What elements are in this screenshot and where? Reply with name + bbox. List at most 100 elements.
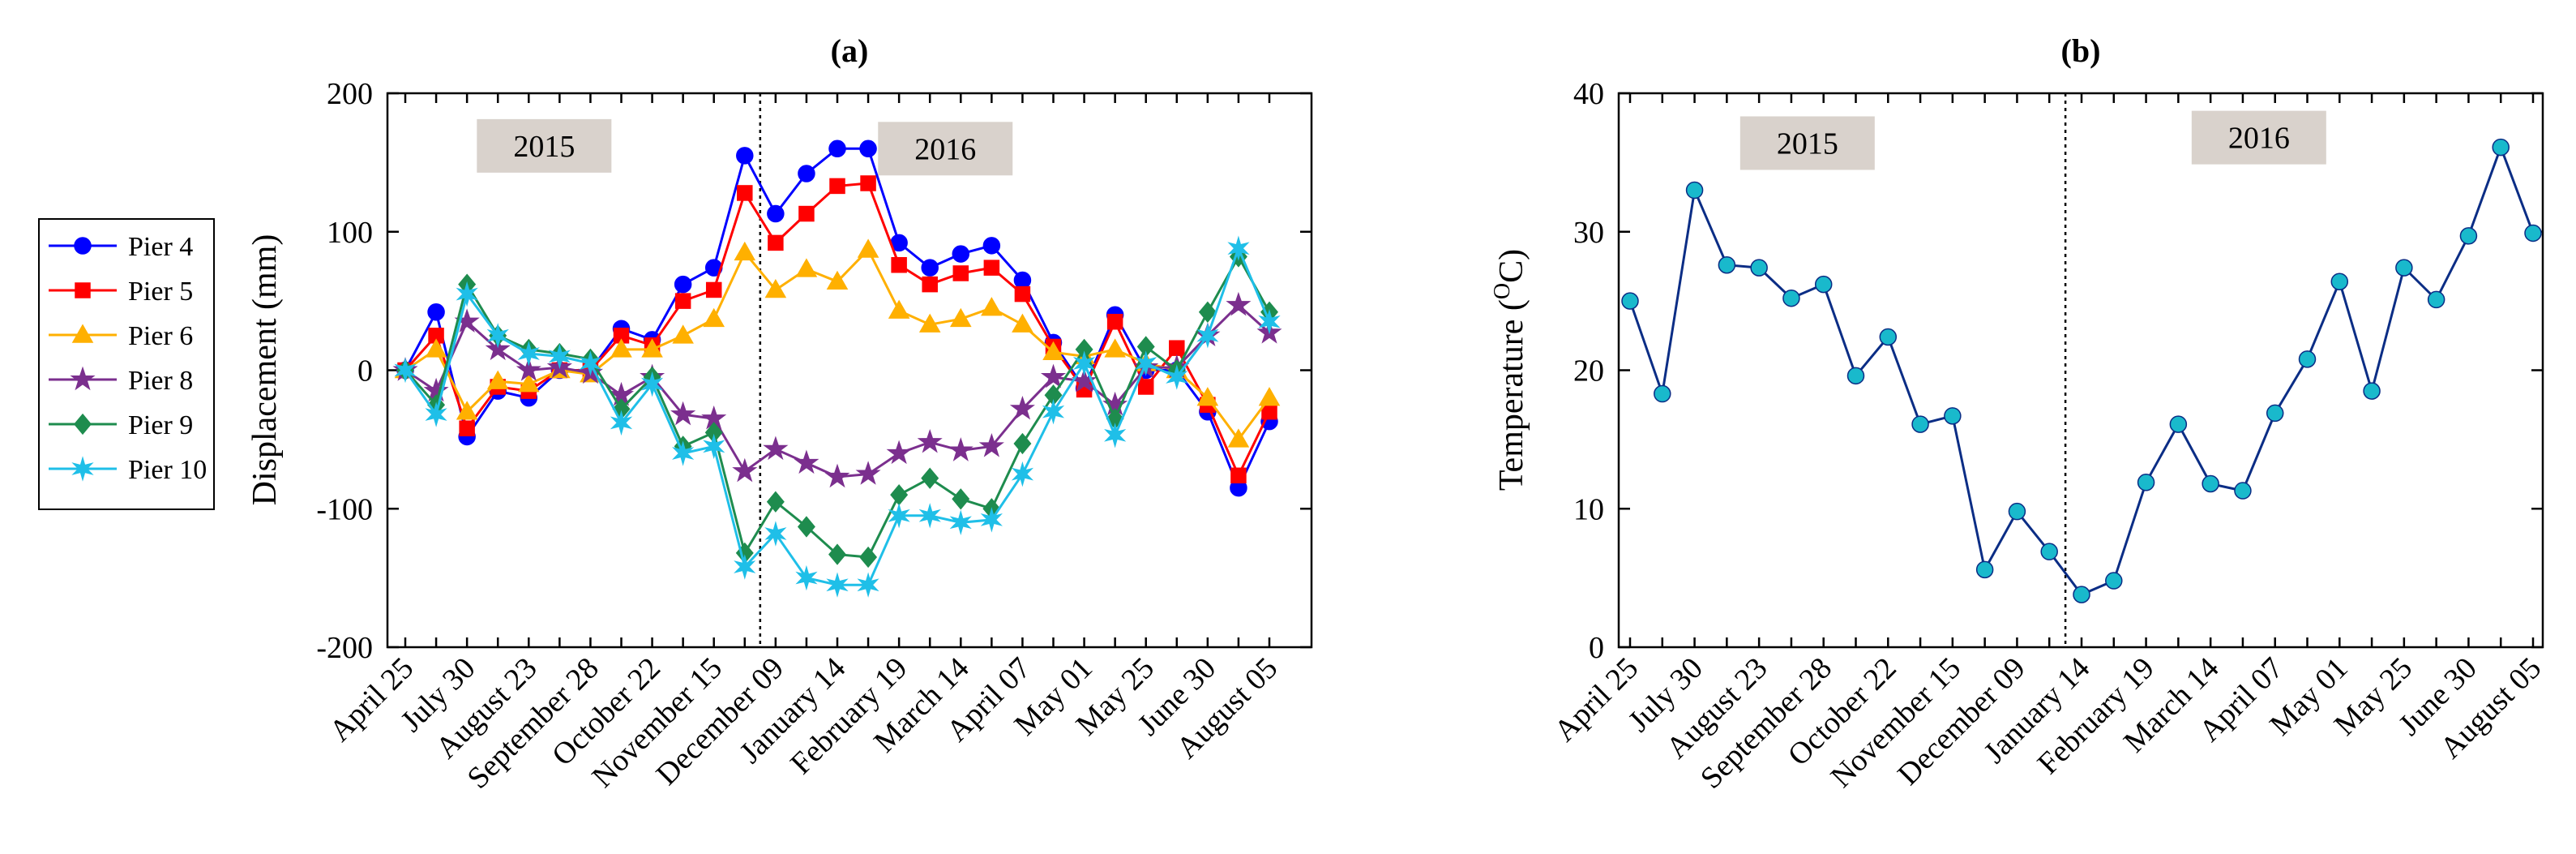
data-point bbox=[2363, 382, 2381, 400]
data-point bbox=[703, 307, 725, 328]
y-tick-label-b: 0 bbox=[1589, 631, 1604, 665]
data-point bbox=[918, 313, 941, 333]
data-point bbox=[1226, 291, 1252, 316]
data-point bbox=[949, 307, 972, 328]
data-point bbox=[640, 371, 664, 397]
data-point bbox=[983, 260, 1000, 276]
y-tick-label-a: -100 bbox=[316, 492, 373, 526]
x-tick-label-a: April 25 bbox=[323, 651, 420, 749]
year-label-b: 2016 bbox=[2228, 122, 2290, 156]
series-group-b bbox=[1621, 138, 2542, 603]
plot-area-b bbox=[1617, 92, 2544, 649]
year-label-box-b bbox=[1739, 116, 1875, 170]
y-tick-label-b: 10 bbox=[1573, 492, 1604, 526]
data-point bbox=[857, 238, 879, 258]
data-point bbox=[2266, 404, 2284, 423]
data-point bbox=[795, 564, 818, 591]
data-point bbox=[425, 338, 447, 358]
data-point bbox=[797, 516, 815, 538]
data-point bbox=[1014, 285, 1031, 303]
data-point bbox=[1012, 313, 1033, 333]
data-point bbox=[886, 440, 912, 465]
legend-box bbox=[38, 218, 215, 510]
legend-label: Pier 8 bbox=[128, 366, 193, 396]
legend-marker bbox=[71, 324, 94, 343]
data-point bbox=[2492, 138, 2510, 157]
data-point bbox=[517, 341, 540, 367]
year-label-a: 2016 bbox=[914, 132, 976, 166]
data-point bbox=[1975, 560, 1994, 579]
year-annotations-b: 2015 2016 bbox=[1739, 110, 2326, 170]
data-point bbox=[486, 370, 509, 389]
series-markers-pier-9 bbox=[396, 246, 1278, 569]
series-group-a bbox=[392, 139, 1282, 598]
data-point bbox=[918, 503, 941, 529]
data-point bbox=[2169, 415, 2188, 433]
data-point bbox=[2427, 290, 2445, 309]
data-point bbox=[1042, 341, 1064, 361]
data-point bbox=[828, 139, 846, 158]
data-point bbox=[766, 491, 785, 513]
data-point bbox=[1104, 338, 1126, 358]
data-point bbox=[2040, 543, 2058, 560]
data-point bbox=[1042, 398, 1065, 425]
panel-a-label: (a) bbox=[831, 32, 869, 69]
data-point bbox=[732, 457, 758, 483]
data-point bbox=[1750, 259, 1768, 277]
data-point bbox=[579, 350, 602, 376]
data-point bbox=[1227, 235, 1250, 261]
data-point bbox=[2395, 259, 2413, 277]
data-point bbox=[2137, 474, 2155, 491]
y-axis-label-b: Temperature (OC) bbox=[1490, 249, 1530, 491]
data-point bbox=[2524, 224, 2542, 242]
legend-marker bbox=[75, 282, 91, 298]
series-line-pier-10 bbox=[404, 245, 1271, 586]
y-tick-label-a: 100 bbox=[327, 216, 373, 250]
data-point bbox=[1013, 432, 1032, 455]
legend-label: Pier 4 bbox=[128, 232, 193, 262]
data-point bbox=[1814, 275, 1833, 294]
data-point bbox=[829, 178, 845, 195]
data-point bbox=[1169, 340, 1185, 356]
data-point bbox=[1137, 379, 1154, 395]
data-point bbox=[1911, 415, 1929, 433]
data-point bbox=[1846, 367, 1865, 385]
y-tick-label-a: 200 bbox=[327, 77, 373, 111]
data-point bbox=[1621, 292, 1639, 310]
data-point bbox=[2073, 586, 2090, 603]
data-point bbox=[1104, 423, 1127, 448]
data-point bbox=[459, 420, 475, 436]
panel-b-label: (b) bbox=[2061, 32, 2101, 69]
y-axis-label-b-tail: C) bbox=[1493, 249, 1530, 283]
data-point bbox=[917, 428, 943, 453]
data-point bbox=[2008, 502, 2026, 521]
x-tick-label-b: April 25 bbox=[1547, 651, 1645, 749]
data-point bbox=[1013, 271, 1032, 290]
data-point bbox=[517, 373, 540, 393]
data-point bbox=[2330, 273, 2349, 290]
data-point bbox=[394, 357, 417, 384]
data-point bbox=[674, 293, 691, 309]
series-markers-temperature bbox=[1621, 138, 2542, 603]
data-point bbox=[486, 323, 509, 349]
data-point bbox=[734, 241, 756, 261]
data-point bbox=[1106, 313, 1123, 330]
data-point bbox=[978, 433, 1004, 457]
data-point bbox=[1227, 428, 1250, 448]
data-point bbox=[1011, 461, 1034, 487]
year-label-b: 2015 bbox=[1777, 127, 1838, 161]
data-point bbox=[485, 336, 511, 361]
data-point bbox=[921, 467, 939, 489]
legend-marker bbox=[71, 456, 94, 482]
data-point bbox=[794, 449, 819, 474]
legend-label: Pier 6 bbox=[128, 321, 193, 351]
legend-label: Pier 5 bbox=[128, 277, 193, 307]
data-point bbox=[1685, 181, 1704, 200]
data-point bbox=[1654, 384, 1671, 403]
legend: Pier 4 Pier 5 Pier 6 Pier 8 Pier 9 Pier 10 bbox=[38, 218, 215, 510]
series-markers-pier-10 bbox=[394, 235, 1281, 598]
data-point bbox=[764, 521, 787, 547]
data-point bbox=[548, 343, 571, 370]
data-point bbox=[859, 546, 878, 569]
